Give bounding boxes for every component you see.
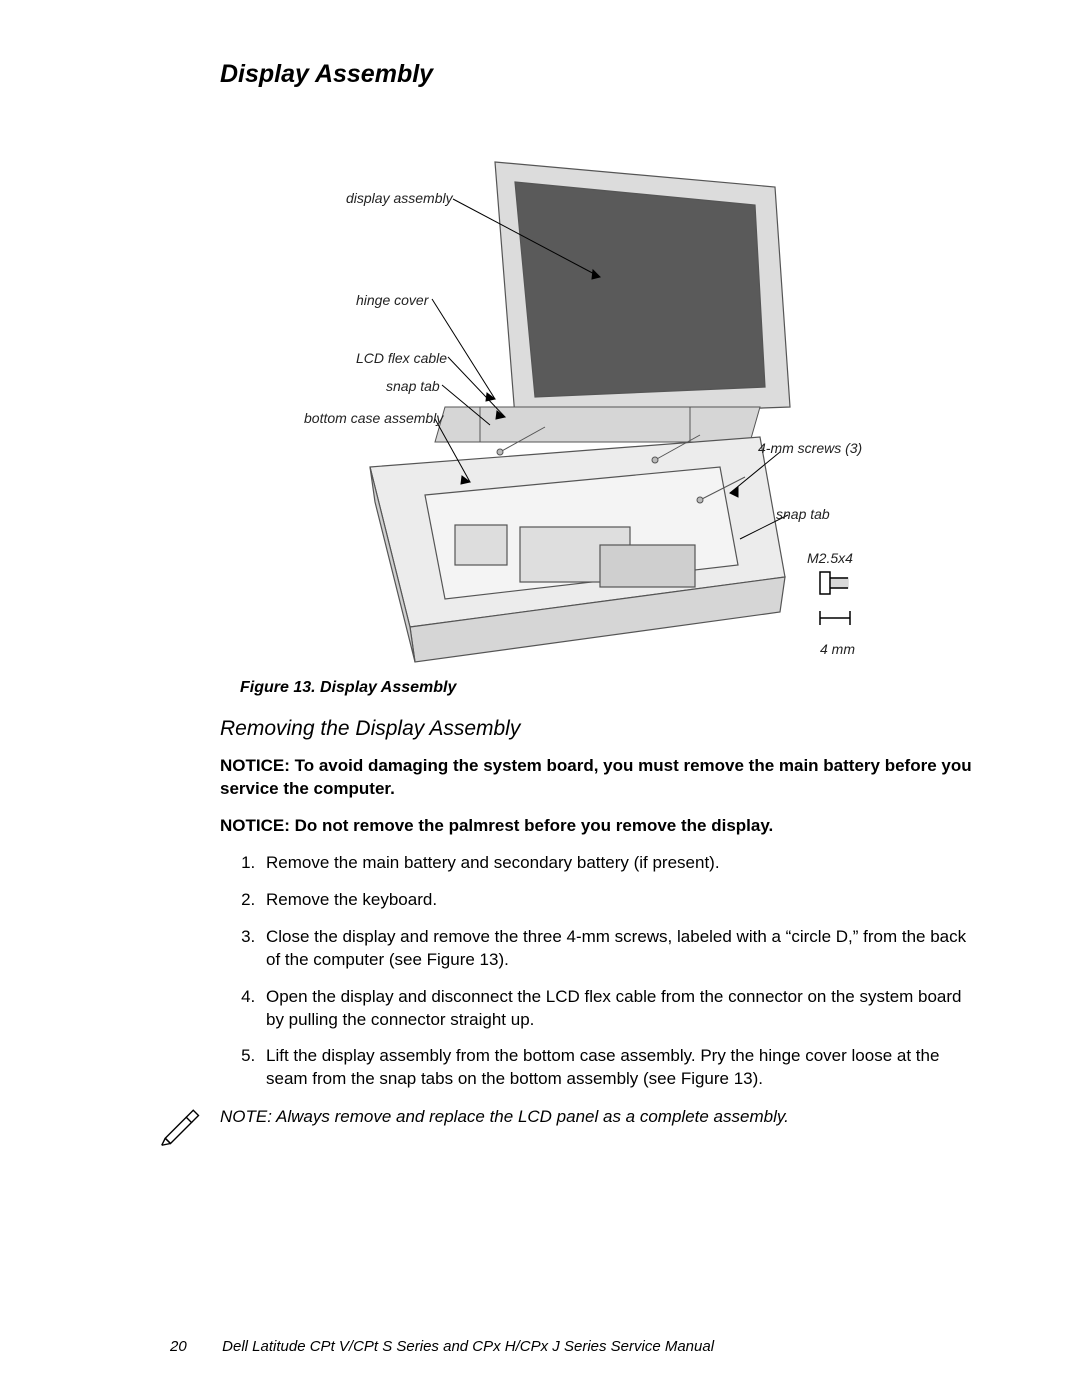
step-1: Remove the main battery and secondary ba…: [260, 852, 980, 875]
step-3: Close the display and remove the three 4…: [260, 926, 980, 972]
callout-bottom-case: bottom case assembly: [304, 410, 443, 426]
subsection-title: Removing the Display Assembly: [220, 717, 980, 741]
callout-snap-tab-left: snap tab: [386, 378, 440, 394]
note-icon: [160, 1105, 202, 1147]
callout-snap-tab-right: snap tab: [776, 506, 830, 522]
step-4: Open the display and disconnect the LCD …: [260, 986, 980, 1032]
callout-screw-len: 4 mm: [820, 641, 855, 657]
notice-1: NOTICE: To avoid damaging the system boa…: [220, 755, 980, 801]
section-title: Display Assembly: [220, 60, 980, 89]
callout-lcd-flex-cable: LCD flex cable: [356, 350, 447, 366]
callout-hinge-cover: hinge cover: [356, 292, 428, 308]
book-title: Dell Latitude CPt V/CPt S Series and CPx…: [222, 1338, 714, 1355]
page-footer: 20 Dell Latitude CPt V/CPt S Series and …: [170, 1338, 714, 1355]
figure-13: display assembly hinge cover LCD flex ca…: [260, 107, 900, 667]
page-number: 20: [170, 1338, 218, 1355]
callout-screws-4mm: 4-mm screws (3): [758, 440, 862, 456]
figure-caption: Figure 13. Display Assembly: [240, 679, 980, 697]
step-5: Lift the display assembly from the botto…: [260, 1045, 980, 1091]
callout-display-assembly: display assembly: [346, 190, 453, 206]
notice-2: NOTICE: Do not remove the palmrest befor…: [220, 815, 980, 838]
callout-screw-spec: M2.5x4: [807, 550, 853, 566]
note-text: NOTE: Always remove and replace the LCD …: [220, 1105, 789, 1127]
steps-list: Remove the main battery and secondary ba…: [220, 852, 980, 1092]
step-2: Remove the keyboard.: [260, 889, 980, 912]
